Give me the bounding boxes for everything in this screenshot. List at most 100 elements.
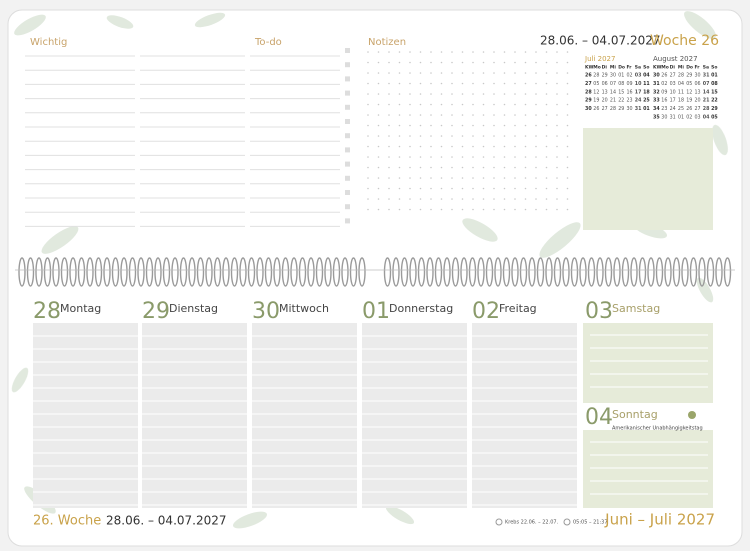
calendar-day: 15: [618, 89, 624, 95]
binding-ring: [341, 257, 349, 287]
binding-ring: [468, 257, 477, 287]
calendar-day: 01: [711, 73, 718, 79]
calendar-day: 31: [703, 73, 710, 79]
binding-ring: [273, 257, 281, 287]
calendar-day: 01: [618, 73, 624, 79]
calendar-day: 04: [643, 73, 650, 79]
checkbox: [345, 133, 350, 139]
day-name: Dienstag: [169, 302, 218, 315]
binding-ring: [477, 257, 485, 287]
day-name: Mittwoch: [279, 302, 329, 315]
day-name: Donnerstag: [389, 302, 453, 315]
leaf: [11, 367, 29, 393]
binding-ring: [332, 257, 341, 287]
calendar-day: 13: [602, 89, 608, 95]
binding-ring: [222, 257, 230, 287]
binding-ring: [26, 257, 35, 287]
binding-ring: [511, 257, 519, 287]
binding-ring: [145, 257, 154, 287]
binding-ring: [400, 257, 409, 287]
sun-icon: [563, 518, 571, 526]
calendar-day: 03: [635, 73, 642, 79]
leaf: [194, 12, 226, 28]
calendar-day: 22: [711, 98, 718, 104]
day-number: 29: [142, 299, 170, 324]
leaf: [232, 511, 268, 529]
binding-ring: [137, 257, 145, 287]
binding-ring: [596, 257, 604, 287]
calendar-day: 28: [678, 73, 684, 79]
checkbox: [345, 62, 350, 68]
binding-ring: [672, 257, 681, 287]
binding-ring: [545, 257, 553, 287]
calendar-day: 18: [643, 89, 650, 95]
binding-ring: [35, 257, 43, 287]
binding-ring: [43, 257, 52, 287]
calendar-day: 18: [678, 98, 684, 104]
calendar-day: 20: [602, 98, 608, 104]
binding-ring: [460, 257, 468, 287]
calendar-header: Di: [670, 65, 676, 71]
binding-ring: [290, 257, 298, 287]
leaf: [14, 14, 46, 36]
leaf: [106, 15, 134, 29]
footer-sun: 05:05 – 21:37: [573, 520, 608, 526]
binding-ring: [502, 257, 511, 287]
binding-ring: [443, 257, 451, 287]
checkbox: [345, 190, 350, 195]
footer-date: 28.06. – 04.07.2027: [106, 514, 227, 528]
leaf: [385, 505, 415, 525]
binding-ring: [638, 257, 647, 287]
calendar-header: KW: [585, 65, 593, 71]
calendar-day: 31: [653, 81, 660, 87]
footer-week: 26. Woche: [33, 514, 101, 529]
calendar-day: 26: [686, 106, 692, 112]
binding-ring: [230, 257, 239, 287]
calendar-day: 08: [618, 81, 624, 87]
calendar-day: 17: [635, 89, 642, 95]
binding-ring: [264, 257, 273, 287]
notes-dot-grid: [366, 48, 576, 218]
binding-ring: [621, 257, 630, 287]
binding-ring: [247, 257, 256, 287]
holiday-dot: [688, 411, 696, 419]
binding-ring: [383, 257, 392, 287]
calendar-day: 23: [661, 106, 667, 112]
calendar-day: 26: [585, 73, 592, 79]
binding-ring: [128, 257, 137, 287]
footer-months: Juni – Juli 2027: [604, 511, 715, 529]
binding-ring: [613, 257, 621, 287]
checkbox: [345, 147, 350, 153]
binding-ring: [77, 257, 86, 287]
calendar-day: 28: [593, 73, 599, 79]
binding-ring: [239, 257, 247, 287]
calendar-header: Sa: [703, 65, 709, 71]
binding-ring: [188, 257, 196, 287]
binding-ring: [315, 257, 324, 287]
binding-ring: [715, 257, 723, 287]
calendar-day: 30: [653, 73, 660, 79]
binding-ring: [426, 257, 434, 287]
calendar-day: 03: [695, 115, 701, 121]
binding-ring: [60, 257, 69, 287]
day-box: [33, 323, 138, 508]
calendar-day: 30: [627, 106, 633, 112]
calendar-day: 05: [593, 81, 599, 87]
calendar-day: 23: [627, 98, 633, 104]
binding-ring: [698, 257, 706, 287]
holiday-note: Amerikanischer Unabhängigkeitstag: [612, 426, 703, 432]
day-box: [252, 323, 357, 508]
checkbox: [345, 218, 350, 224]
binding-ring: [52, 257, 60, 287]
calendar-header: Fr: [695, 65, 701, 71]
binding-ring: [162, 257, 171, 287]
binding-ring: [196, 257, 205, 287]
calendar-day: 22: [618, 98, 624, 104]
binding-ring: [256, 257, 264, 287]
calendar-day: 29: [585, 98, 592, 104]
binding-ring: [358, 257, 366, 287]
calendar-day: 01: [643, 106, 650, 112]
calendar-day: 21: [610, 98, 616, 104]
calendar-header: So: [711, 65, 717, 71]
binding-ring: [281, 257, 290, 287]
